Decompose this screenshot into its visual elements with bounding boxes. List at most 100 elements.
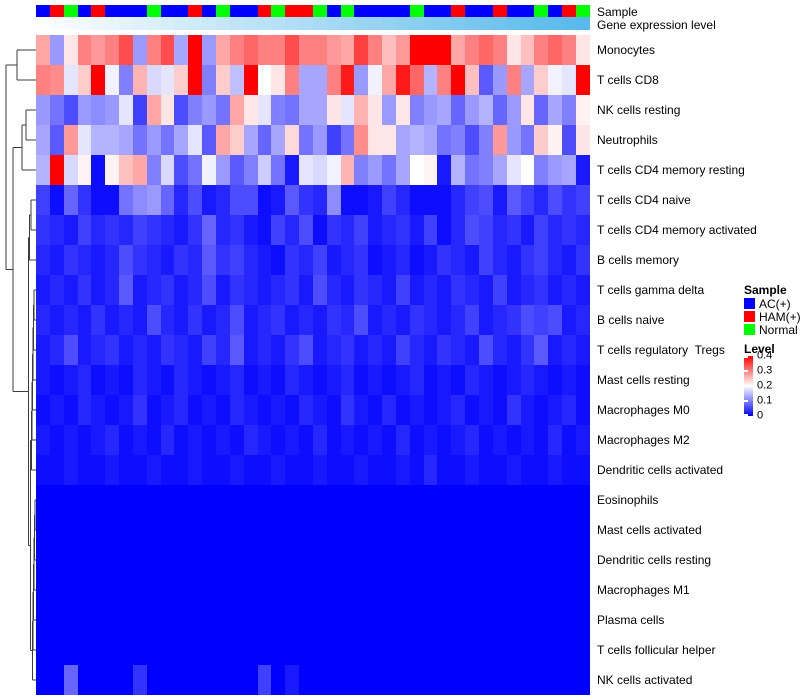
heatmap-cell: [146, 215, 161, 245]
heatmap-body: [36, 35, 590, 695]
heatmap-cell: [492, 365, 507, 395]
heatmap-cell: [132, 95, 147, 125]
heatmap-cell: [492, 485, 507, 515]
heatmap-cell: [243, 305, 258, 335]
heatmap-cell: [506, 665, 521, 695]
heatmap-cell: [382, 185, 396, 215]
heatmap-cell: [215, 185, 230, 215]
heatmap-cell: [36, 605, 50, 635]
heatmap-cell: [562, 515, 576, 545]
heatmap-cell: [354, 125, 369, 155]
heatmap-cell: [354, 635, 369, 665]
heatmap-cell: [215, 365, 230, 395]
heatmap-cell: [382, 365, 396, 395]
heatmap-cell: [215, 395, 230, 425]
heatmap-cell: [202, 185, 216, 215]
heatmap-cell: [257, 245, 272, 275]
heatmap-cell: [409, 605, 424, 635]
heatmap-cell: [423, 185, 438, 215]
heatmap-cell: [146, 95, 161, 125]
heatmap-cell: [326, 305, 341, 335]
heatmap-cell: [548, 665, 563, 695]
heatmap-cell: [451, 335, 466, 365]
gene-expression-annotation-cell: [520, 17, 535, 30]
heatmap-cell: [354, 485, 369, 515]
heatmap-cell: [520, 455, 535, 485]
heatmap-cell: [132, 245, 147, 275]
gene-expression-annotation-label: Gene expression level: [597, 18, 716, 32]
heatmap-cell: [451, 545, 466, 575]
heatmap-cell: [548, 395, 563, 425]
heatmap-cell: [423, 125, 438, 155]
heatmap-cell: [105, 275, 120, 305]
heatmap-cell: [146, 545, 161, 575]
heatmap-cell: [91, 275, 106, 305]
heatmap-cell: [326, 395, 341, 425]
heatmap-cell: [257, 305, 272, 335]
heatmap-cell: [285, 575, 300, 605]
heatmap-cell: [437, 635, 452, 665]
heatmap-cell: [326, 425, 341, 455]
heatmap-cell: [63, 245, 78, 275]
heatmap-cell: [354, 335, 369, 365]
sample-annotation-label: Sample: [597, 5, 638, 19]
heatmap-cell: [188, 485, 203, 515]
heatmap-cell: [77, 95, 92, 125]
heatmap-cell: [548, 335, 563, 365]
heatmap-cell: [257, 395, 272, 425]
heatmap-cell: [340, 335, 355, 365]
heatmap-cell: [506, 365, 521, 395]
heatmap-cell: [492, 635, 507, 665]
heatmap-cell: [174, 215, 189, 245]
heatmap-cell: [202, 425, 216, 455]
heatmap-cell: [91, 335, 106, 365]
heatmap-cell: [188, 665, 203, 695]
heatmap-cell: [63, 155, 78, 185]
gene-expression-annotation-cell: [202, 17, 216, 30]
heatmap-cell: [229, 305, 244, 335]
gene-expression-annotation-cell: [368, 17, 383, 30]
heatmap-cell: [340, 155, 355, 185]
heatmap-cell: [506, 95, 521, 125]
heatmap-cell: [340, 665, 355, 695]
heatmap-cell: [257, 215, 272, 245]
heatmap-cell: [215, 155, 230, 185]
heatmap-cell: [132, 125, 147, 155]
heatmap-cell: [423, 215, 438, 245]
heatmap-cell: [479, 605, 493, 635]
heatmap-cell: [492, 155, 507, 185]
heatmap-cell: [548, 65, 563, 95]
heatmap-cell: [520, 485, 535, 515]
heatmap-cell: [119, 125, 133, 155]
heatmap-cell: [368, 35, 383, 65]
heatmap-cell: [326, 575, 341, 605]
heatmap-cell: [299, 545, 313, 575]
heatmap-cell: [312, 35, 327, 65]
heatmap-cell: [312, 155, 327, 185]
heatmap-cell: [423, 395, 438, 425]
heatmap-cell: [492, 95, 507, 125]
heatmap-cell: [49, 185, 64, 215]
heatmap-cell: [409, 65, 424, 95]
heatmap-cell: [451, 425, 466, 455]
heatmap-cell: [340, 275, 355, 305]
heatmap-cell: [160, 245, 175, 275]
heatmap-cell: [492, 185, 507, 215]
heatmap-row: [36, 455, 590, 485]
heatmap-cell: [354, 425, 369, 455]
heatmap-row: [36, 125, 590, 155]
gene-expression-annotation-cell: [312, 17, 327, 30]
heatmap-cell: [409, 545, 424, 575]
heatmap-cell: [575, 485, 590, 515]
heatmap-cell: [548, 455, 563, 485]
heatmap-cell: [36, 575, 50, 605]
gene-expression-annotation-cell: [562, 17, 576, 30]
heatmap-cell: [36, 395, 50, 425]
heatmap-cell: [492, 515, 507, 545]
heatmap-cell: [492, 125, 507, 155]
heatmap-cell: [202, 515, 216, 545]
heatmap-cell: [132, 215, 147, 245]
heatmap-cell: [243, 215, 258, 245]
heatmap-cell: [132, 485, 147, 515]
heatmap-cell: [146, 665, 161, 695]
